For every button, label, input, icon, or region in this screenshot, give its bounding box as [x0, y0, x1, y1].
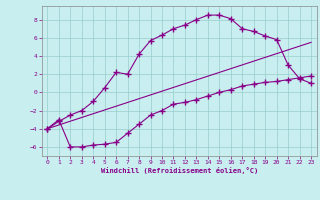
X-axis label: Windchill (Refroidissement éolien,°C): Windchill (Refroidissement éolien,°C): [100, 167, 258, 174]
